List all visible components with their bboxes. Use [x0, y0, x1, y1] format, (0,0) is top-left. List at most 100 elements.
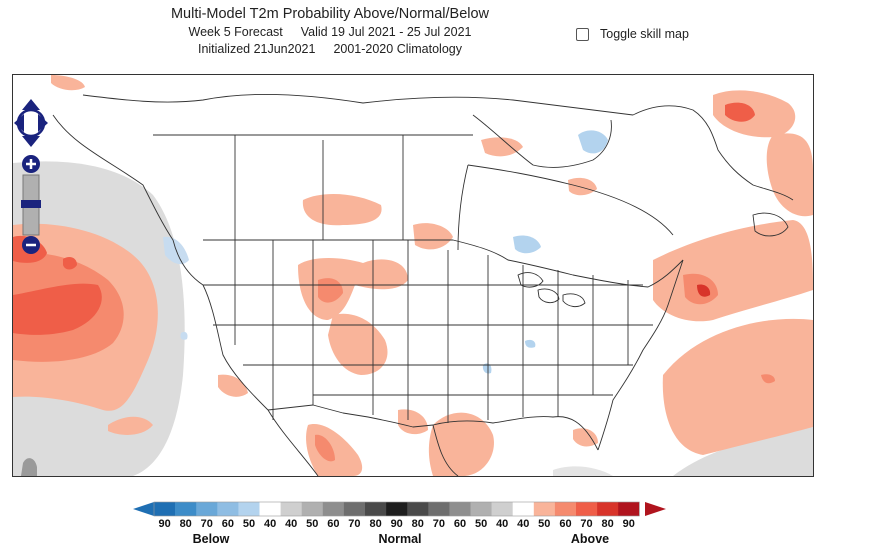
colorbar-cell-normal-8	[449, 502, 471, 516]
pan-up-arrow-icon	[22, 99, 40, 110]
legend-colorbar: 90 80 70 60 50 40 40 50 60 70 80 90 80 70 60 50 40 40 50 60…	[0, 498, 869, 551]
below-hudson-bay	[578, 130, 608, 154]
plus-icon	[26, 159, 36, 169]
colorbar-tick-above-0: 40	[517, 518, 530, 530]
colorbar-tick-above-3: 70	[580, 518, 593, 530]
above-atlantic	[662, 318, 813, 455]
normal-shading-pacific-dark	[21, 458, 37, 476]
zoom-out-button[interactable]	[22, 236, 40, 254]
colorbar-tick-below-5: 40	[263, 518, 277, 530]
above-northeast-strong	[697, 284, 711, 297]
colorbar-tick-normal-0: 40	[285, 518, 298, 530]
colorbar-tick-normal-10: 40	[496, 518, 509, 530]
skill-map-checkbox[interactable]	[576, 27, 589, 41]
above-northern-plains	[298, 258, 408, 320]
above-atlantic-spot	[761, 374, 775, 384]
pan-left-arrow-icon	[14, 114, 24, 132]
above-hudson	[568, 177, 597, 196]
colorbar-cell-below-5	[259, 502, 281, 516]
nav-svg	[14, 99, 48, 254]
above-arctic-west	[51, 75, 85, 91]
above-greenland-mid	[725, 102, 755, 122]
colorbar-cell-below-1	[175, 502, 197, 516]
colorbar-tick-below-1: 80	[179, 518, 192, 530]
above-mexico-central	[398, 409, 428, 435]
colorbar-tick-normal-6: 80	[411, 518, 424, 530]
normal-label: Normal	[378, 532, 422, 546]
colorbar-tick-below-4: 50	[242, 518, 256, 530]
toggle-skill-map[interactable]: Toggle skill map	[576, 27, 689, 41]
colorbar-cell-normal-6	[407, 502, 429, 516]
colorbar-cell-below-2	[196, 502, 218, 516]
forecast-week: Week 5 Forecast	[188, 25, 283, 39]
colorbar-tick-above-5: 90	[622, 518, 635, 530]
above-prairie	[302, 193, 382, 226]
below-great-lakes	[513, 235, 541, 254]
zoom-slider-handle[interactable]	[21, 200, 41, 208]
colorbar-cell-normal-5	[386, 502, 408, 516]
colorbar-tick-above-4: 80	[601, 518, 614, 530]
above-quebec	[481, 137, 523, 157]
colorbar-cell-below-3	[217, 502, 239, 516]
map-navigation	[13, 95, 53, 325]
colorbar-left-arrow	[133, 502, 154, 516]
forecast-map[interactable]	[12, 74, 814, 477]
colorbar-cell-above-4	[597, 502, 619, 516]
colorbar-tick-above-1: 50	[538, 518, 551, 530]
colorbar-tick-normal-8: 60	[453, 518, 467, 530]
pan-right-arrow-icon	[38, 114, 48, 132]
colorbar-cell-normal-0	[280, 502, 302, 516]
map-svg	[13, 75, 813, 476]
colorbar-cell-normal-7	[428, 502, 450, 516]
colorbar-tick-below-3: 60	[221, 518, 235, 530]
normal-shading-atlantic	[673, 427, 813, 476]
colorbar-cell-normal-1	[301, 502, 324, 516]
above-maritime	[766, 133, 813, 217]
above-baja	[218, 374, 248, 397]
above-pacific-south	[108, 416, 153, 435]
above-central-plains	[328, 313, 388, 375]
colorbar-cell-normal-9	[470, 502, 492, 516]
climatology-period: 2001-2020 Climatology	[333, 42, 462, 56]
colorbar-tick-normal-7: 70	[432, 518, 446, 530]
init-line: Initialized 21Jun2021 2001-2020 Climatolo…	[130, 41, 530, 58]
colorbar-tick-normal-2: 60	[327, 518, 340, 530]
above-northern-plains-mid	[318, 278, 343, 303]
below-label: Below	[192, 532, 230, 546]
map-title: Multi-Model T2m Probability Above/Normal…	[170, 6, 490, 22]
initialized-date: Initialized 21Jun2021	[197, 42, 316, 56]
normal-shading-gulf	[553, 466, 613, 476]
colorbar-cell-below-4	[238, 502, 260, 516]
toggle-skill-map-label: Toggle skill map	[600, 27, 689, 41]
colorbar-cell-normal-3	[343, 502, 366, 516]
valid-range: Valid 19 Jul 2021 - 25 Jul 2021	[300, 25, 472, 39]
colorbar-cell-above-3	[576, 502, 598, 516]
colorbar-cell-below-0	[154, 502, 176, 516]
colorbar-tick-below-0: 90	[158, 518, 171, 530]
above-pacific-small	[63, 257, 77, 270]
colorbar-cell-normal-10	[491, 502, 513, 516]
colorbar-tick-normal-5: 90	[390, 518, 403, 530]
colorbar-cell-normal-2	[322, 502, 345, 516]
forecast-line: Week 5 Forecast Valid 19 Jul 2021 - 25 Ju…	[130, 24, 530, 41]
above-lakes-west	[413, 223, 453, 250]
colorbar-tick-normal-9: 50	[474, 518, 488, 530]
above-label: Above	[570, 532, 610, 546]
below-gulf-small	[482, 363, 492, 374]
colorbar-outline	[153, 501, 640, 517]
colorbar-tick-normal-4: 80	[369, 518, 382, 530]
colorbar-cell-normal-4	[365, 502, 387, 516]
zoom-in-button[interactable]	[22, 155, 40, 173]
pan-control[interactable]	[14, 99, 48, 147]
above-pacific-strong	[13, 283, 102, 335]
political-boundaries	[52, 93, 794, 476]
above-caribbean	[573, 428, 598, 447]
colorbar-tick-below-2: 70	[200, 518, 213, 530]
pan-down-arrow-icon	[22, 136, 40, 147]
above-mexico-west-mid	[315, 434, 335, 462]
above-northeast-light	[653, 220, 813, 322]
colorbar-cell-above-5	[618, 502, 640, 516]
colorbar-cell-above-1	[533, 502, 556, 516]
below-southeast-small	[525, 339, 536, 348]
above-mexico-west	[306, 424, 363, 476]
